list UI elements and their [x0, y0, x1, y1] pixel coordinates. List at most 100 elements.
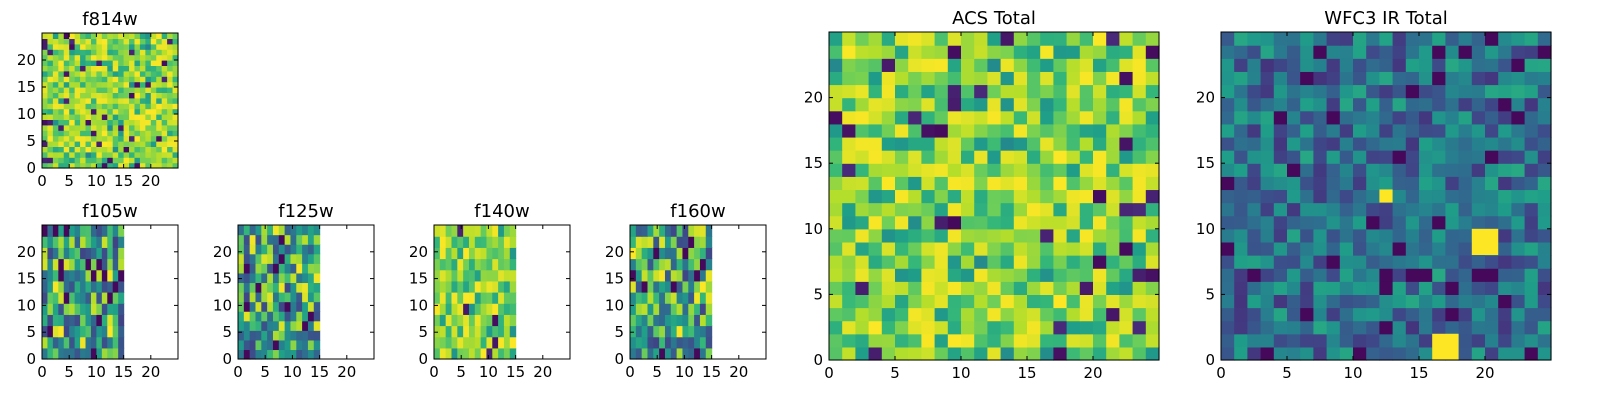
heatmap-cell: [74, 347, 81, 360]
heatmap-cell: [107, 124, 114, 131]
heatmap-cell: [161, 108, 168, 115]
heatmap-cell: [96, 130, 103, 137]
heatmap-cell: [1313, 346, 1328, 361]
heatmap-cell: [451, 247, 458, 260]
heatmap-cell: [96, 38, 103, 45]
heatmap-cell: [974, 176, 988, 191]
heatmap-cell: [90, 280, 97, 293]
heatmap-cell: [1537, 71, 1552, 86]
heatmap-cell: [694, 258, 701, 271]
heatmap-cell: [492, 325, 499, 338]
heatmap-cell: [1027, 255, 1041, 269]
heatmap-cell: [90, 65, 97, 72]
heatmap-cell: [123, 141, 130, 147]
heatmap-cell: [1260, 307, 1275, 322]
heatmap-cell: [868, 268, 883, 282]
heatmap-cell: [641, 314, 649, 327]
heatmap-cell: [161, 151, 168, 158]
heatmap-cell: [80, 76, 87, 83]
heatmap-cell: [1260, 163, 1275, 177]
heatmap-hot-spot: [1379, 189, 1393, 203]
heatmap-cell: [134, 33, 141, 39]
heatmap-cell: [101, 70, 108, 77]
heatmap-cell: [156, 103, 163, 110]
heatmap-cell: [699, 347, 707, 360]
heatmap-cell: [1524, 307, 1539, 322]
heatmap-cell: [42, 97, 49, 104]
heatmap-cell: [829, 189, 843, 204]
heatmap-cell: [161, 43, 168, 50]
heatmap-cell: [150, 124, 157, 131]
heatmap-cell: [167, 103, 174, 110]
heatmap-cell: [509, 314, 517, 327]
heatmap-cell: [1247, 176, 1262, 191]
heatmap-cell: [1132, 320, 1147, 335]
heatmap-cell: [1145, 255, 1160, 269]
heatmap-cell: [1013, 176, 1028, 191]
heatmap-cell: [80, 108, 87, 115]
heatmap-cell: [63, 92, 70, 99]
heatmap-cell: [1339, 84, 1354, 99]
heatmap-cell: [80, 157, 87, 164]
heatmap-cell: [42, 54, 49, 61]
heatmap-cell: [112, 269, 119, 282]
heatmap-cell: [255, 301, 262, 312]
heatmap-cell: [238, 301, 245, 312]
heatmap-cell: [129, 162, 136, 169]
heatmap-cell: [1458, 281, 1473, 295]
y-tick-label: 15: [1196, 154, 1215, 172]
heatmap-cell: [107, 314, 114, 327]
heatmap-cell: [112, 151, 119, 158]
heatmap-cell: [74, 292, 81, 304]
heatmap-cell: [1458, 255, 1473, 269]
heatmap-cell: [261, 272, 268, 284]
heatmap-cell: [676, 258, 684, 271]
heatmap-cell: [855, 294, 870, 309]
heatmap-cell: [855, 97, 870, 112]
heatmap-cell: [961, 150, 975, 164]
heatmap-cell: [1379, 307, 1394, 322]
heatmap-cell: [129, 81, 136, 88]
heatmap-cell: [112, 258, 119, 271]
heatmap-cell: [1405, 97, 1420, 112]
heatmap-cell: [1106, 163, 1120, 177]
heatmap-cell: [1537, 45, 1552, 59]
heatmap-cell: [167, 108, 174, 115]
heatmap-cell: [172, 38, 179, 45]
heatmap-cell: [1300, 97, 1314, 112]
heatmap-cell: [112, 103, 119, 110]
heatmap-cell: [1524, 58, 1539, 72]
heatmap-cell: [1366, 294, 1380, 309]
heatmap-cell: [52, 60, 59, 66]
heatmap-cell: [1260, 346, 1275, 361]
heatmap-cell: [255, 225, 262, 236]
x-tick-label: 5: [456, 363, 466, 381]
heatmap-cell: [85, 124, 92, 131]
heatmap-cell: [85, 108, 92, 115]
heatmap-cell: [934, 176, 949, 191]
heatmap-cell: [1405, 320, 1420, 335]
heatmap-cell: [987, 189, 1002, 204]
heatmap-cell: [123, 108, 130, 115]
heatmap-cell: [647, 303, 654, 315]
heatmap-cell: [1537, 333, 1552, 348]
heatmap-cell: [987, 123, 1002, 138]
heatmap-cell: [1119, 136, 1134, 151]
heatmap-cell: [1300, 150, 1314, 164]
heatmap-cell: [1366, 281, 1380, 295]
heatmap-cell: [63, 38, 70, 45]
y-tick-label: 0: [1205, 351, 1215, 369]
heatmap-cell: [987, 150, 1002, 164]
heatmap-cell: [63, 33, 70, 39]
heatmap-cell: [243, 225, 251, 236]
heatmap-cell: [974, 202, 988, 217]
heatmap-cell: [80, 292, 87, 304]
heatmap-cell: [129, 54, 136, 61]
heatmap-cell: [1300, 215, 1314, 230]
heatmap-cell: [630, 303, 637, 315]
heatmap-cell: [947, 97, 962, 112]
heatmap-cell: [1485, 84, 1499, 99]
heatmap-cell: [1053, 84, 1068, 99]
heatmap-cell: [1445, 268, 1460, 282]
